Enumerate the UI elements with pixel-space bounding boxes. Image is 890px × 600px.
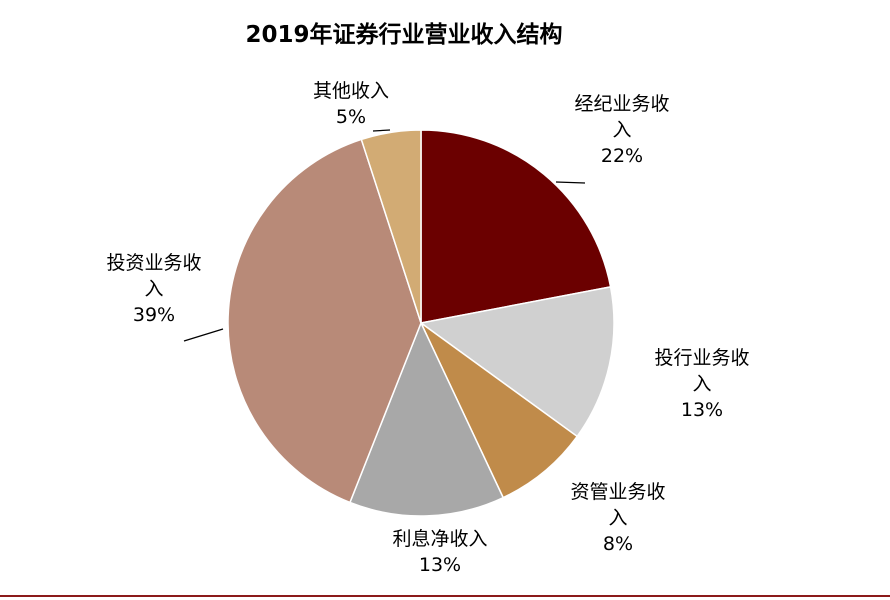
slice-label-6: 其他收入 5%: [313, 80, 389, 128]
slice-labels: 经纪业务收入 22%投行业务收入 13%资管业务收入 8%利息净收入 13%投资业务收入…: [106, 80, 749, 576]
slice-label-line: 入: [144, 278, 163, 300]
leader-line-1: [555, 181, 586, 184]
pie-slice-4: [348, 321, 505, 517]
slice-label-line: 13%: [681, 399, 723, 421]
leader-lines: [183, 129, 586, 342]
slice-label-line: 投行业务收: [654, 347, 749, 369]
slice-label-line: 13%: [419, 554, 461, 576]
slice-label-line: 39%: [133, 304, 175, 326]
pie-slice-3: [420, 322, 579, 499]
slice-label-line: 22%: [601, 145, 643, 167]
pie-slices: [227, 129, 615, 517]
slice-label-line: 入: [692, 373, 711, 395]
slice-label-line: 其他收入: [313, 80, 389, 102]
pie-slice-5: [227, 138, 422, 504]
slice-label-4: 利息净收入 13%: [392, 528, 487, 576]
slice-label-line: 投资业务收: [106, 252, 201, 274]
leader-line-6: [372, 129, 391, 132]
slice-label-5: 投资业务收入 39%: [106, 252, 201, 326]
slice-label-1: 经纪业务收入 22%: [574, 93, 669, 167]
slice-label-line: 8%: [603, 533, 633, 555]
leader-line-5: [183, 328, 224, 342]
chart-title: 2019年证券行业营业收入结构: [245, 21, 562, 48]
slice-label-line: 5%: [336, 106, 366, 128]
pie-slice-6: [360, 129, 422, 324]
slice-label-line: 入: [612, 119, 631, 141]
slice-label-2: 投行业务收入 13%: [654, 347, 749, 421]
slice-label-line: 入: [608, 507, 627, 529]
slice-label-3: 资管业务收入 8%: [570, 481, 665, 555]
pie-slice-2: [419, 285, 615, 438]
slice-label-line: 利息净收入: [392, 528, 487, 550]
slice-label-line: 经纪业务收: [574, 93, 669, 115]
slice-label-line: 资管业务收: [570, 481, 665, 503]
pie-slice-1: [420, 129, 612, 324]
